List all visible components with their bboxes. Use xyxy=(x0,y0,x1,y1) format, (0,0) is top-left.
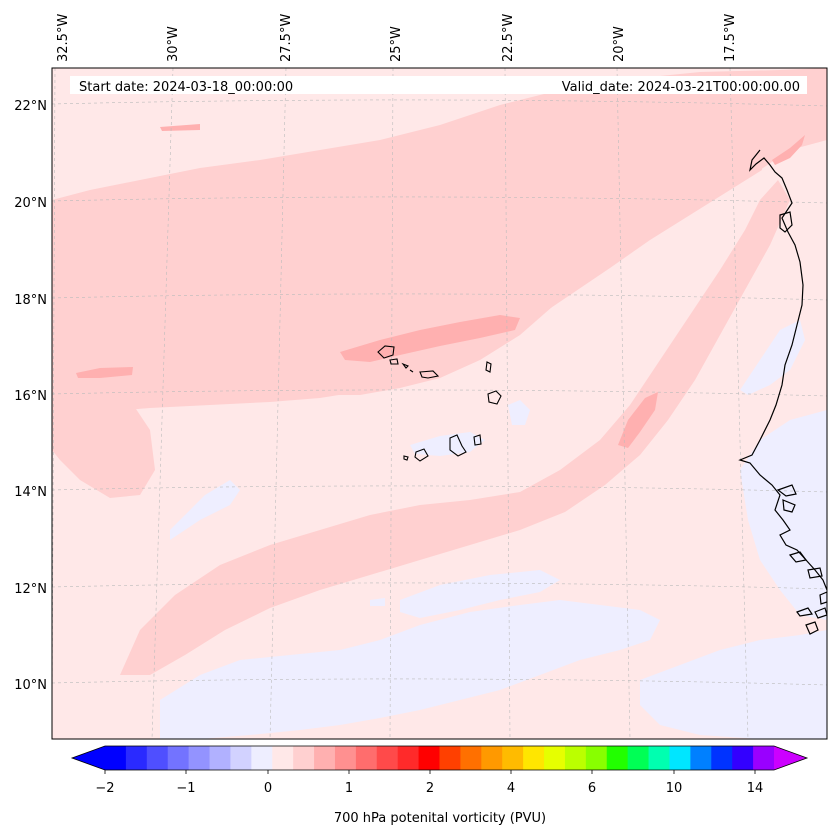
colorbar-cell xyxy=(481,746,503,770)
colorbar-cell xyxy=(146,746,169,770)
colorbar-under-arrow xyxy=(72,746,105,770)
colorbar: −2 −1 0 1 2 4 6 10 14 700 hPa potenital … xyxy=(70,745,809,826)
cb-tick-label: −1 xyxy=(176,781,195,796)
pv-negative-mid xyxy=(400,570,560,618)
pv-field xyxy=(52,68,827,739)
lat-label: 22°N xyxy=(14,99,47,114)
cb-tick-label: −2 xyxy=(95,781,114,796)
colorbar-cell xyxy=(209,746,232,770)
colorbar-ticks xyxy=(104,770,756,774)
colorbar-cell xyxy=(502,746,524,770)
start-date-label: Start date: 2024-03-18_00:00:00 xyxy=(79,80,293,95)
colorbar-cell xyxy=(460,746,482,770)
colorbar-cell xyxy=(523,746,545,770)
colorbar-cell xyxy=(376,746,399,770)
pv-negative-sliver xyxy=(370,598,385,606)
pv-band-central xyxy=(52,135,762,418)
colorbar-cell xyxy=(606,746,629,770)
header-box xyxy=(70,76,807,94)
lat-label: 18°N xyxy=(14,293,47,308)
map-frame xyxy=(51,67,828,740)
colorbar-cell xyxy=(439,746,462,770)
colorbar-cell xyxy=(585,746,608,770)
pv-negative-islands-2 xyxy=(508,400,530,425)
colorbar-cell xyxy=(230,746,252,770)
cb-tick-label: 14 xyxy=(747,781,764,796)
colorbar-cell xyxy=(711,746,733,770)
colorbar-label: 700 hPa potenital vorticity (PVU) xyxy=(334,811,546,826)
longitude-labels: 32.5°W 30°W 27.5°W 25°W 22.5°W 20°W 17.5… xyxy=(56,14,738,62)
colorbar-over-arrow xyxy=(774,746,807,770)
colorbar-cell xyxy=(314,746,336,770)
colorbar-cell xyxy=(564,746,587,770)
lon-label: 25°W xyxy=(389,26,404,62)
pv-core-3 xyxy=(160,124,200,131)
colorbar-cell xyxy=(669,746,691,770)
lon-label: 30°W xyxy=(166,26,181,62)
colorbar-cell xyxy=(753,746,775,770)
colorbar-cell xyxy=(188,746,211,770)
colorbar-cell xyxy=(544,746,566,770)
pv-core-1 xyxy=(340,315,520,362)
colorbar-cell xyxy=(293,746,315,770)
lon-label: 22.5°W xyxy=(501,14,516,62)
colorbar-cell xyxy=(690,746,712,770)
lat-label: 14°N xyxy=(14,485,47,500)
latitude-labels: 22°N 20°N 18°N 16°N 14°N 12°N 10°N xyxy=(14,99,47,693)
pv-negative-west xyxy=(170,480,240,540)
lon-label: 32.5°W xyxy=(56,14,71,62)
pv-negative-coast-north xyxy=(740,320,805,395)
valid-date-label: Valid_date: 2024-03-21T00:00:00.00 xyxy=(562,80,800,95)
lat-label: 12°N xyxy=(14,582,47,597)
african-coastline xyxy=(738,149,827,635)
pv-negative-islands xyxy=(410,432,485,456)
pv-negative-coast xyxy=(740,410,827,620)
colorbar-cell xyxy=(334,746,357,770)
pv-negative-south xyxy=(160,600,660,739)
cb-tick-label: 6 xyxy=(588,781,596,796)
colorbar-cell xyxy=(418,746,441,770)
pv-core-4 xyxy=(618,392,658,448)
cb-tick-label: 1 xyxy=(345,781,353,796)
cb-tick-label: 0 xyxy=(264,781,272,796)
cb-tick-label: 4 xyxy=(507,781,515,796)
lat-label: 10°N xyxy=(14,678,47,693)
pv-negative-south-east xyxy=(640,630,827,739)
lon-label: 27.5°W xyxy=(279,14,294,62)
colorbar-cell xyxy=(397,746,420,770)
colorbar-cell xyxy=(272,746,294,770)
colorbar-cell xyxy=(125,746,148,770)
colorbar-cell xyxy=(355,746,378,770)
pv-core-2 xyxy=(76,367,133,378)
cb-tick-label: 10 xyxy=(666,781,683,796)
cb-tick-label: 2 xyxy=(426,781,434,796)
colorbar-cell xyxy=(105,746,127,770)
colorbar-cell xyxy=(167,746,190,770)
pv-band-west xyxy=(52,395,155,498)
colorbar-cells xyxy=(105,746,775,770)
colorbar-cell xyxy=(648,746,671,770)
pv-core-5 xyxy=(772,135,805,165)
pv-band-northeast-streak xyxy=(520,95,730,188)
lat-label: 20°N xyxy=(14,196,47,211)
colorbar-cell xyxy=(732,746,754,770)
lat-label: 16°N xyxy=(14,389,47,404)
pv-band-south xyxy=(120,180,790,675)
lon-label: 20°W xyxy=(612,26,627,62)
cape-verde-islands xyxy=(377,345,502,462)
colorbar-cell xyxy=(251,746,273,770)
colorbar-tick-labels: −2 −1 0 1 2 4 6 10 14 xyxy=(95,781,763,796)
lon-label: 17.5°W xyxy=(723,14,738,62)
colorbar-cell xyxy=(627,746,650,770)
